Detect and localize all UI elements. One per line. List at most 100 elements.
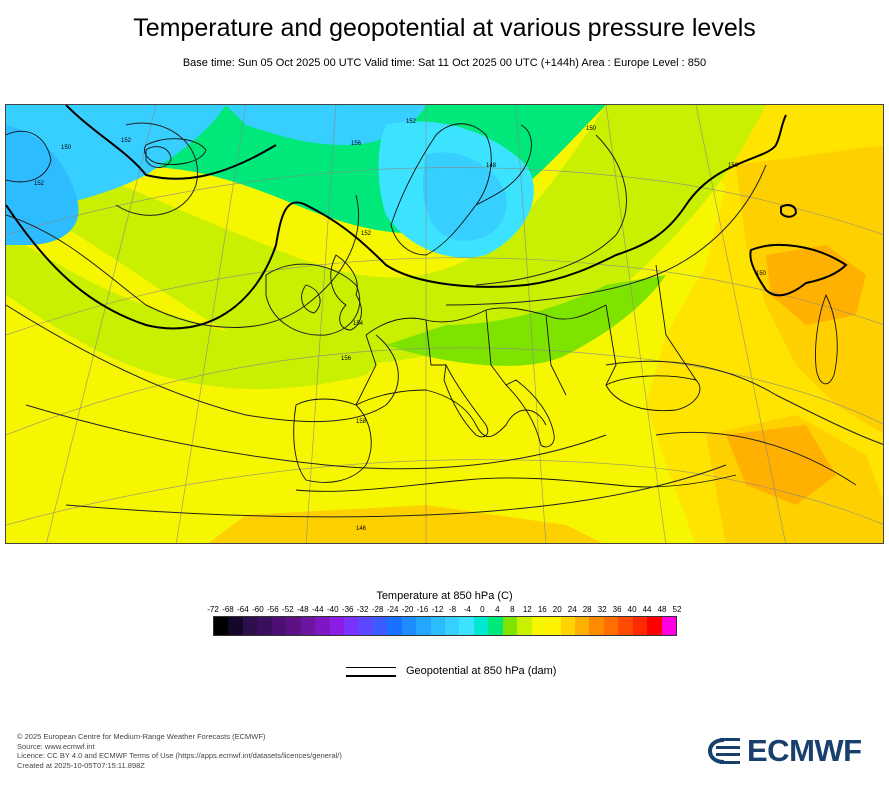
contour-label: 150	[586, 126, 597, 132]
colorbar-tick-label: -56	[267, 605, 279, 614]
footer-copyright: © 2025 European Centre for Medium-Range …	[17, 732, 266, 741]
colorbar-tick-label: -4	[463, 605, 471, 614]
colorbar-tick-label: 32	[597, 605, 607, 614]
legend-title: Temperature at 850 hPa (C)	[376, 590, 513, 602]
contour-label: 150	[728, 163, 739, 169]
colorbar-tick-label: -12	[431, 605, 444, 614]
colorbar-swatch	[488, 617, 503, 635]
colorbar-tick-label: 8	[510, 605, 515, 614]
colorbar-swatch	[228, 617, 243, 635]
colorbar-swatch	[502, 617, 518, 635]
colorbar-tick-label: 44	[642, 605, 652, 614]
colorbar-swatch	[560, 617, 575, 635]
colorbar-swatch	[517, 617, 532, 635]
colorbar-tick-label: -64	[237, 605, 249, 614]
colorbar-tick-label: 28	[582, 605, 592, 614]
colorbar-swatch	[329, 617, 344, 635]
colorbar-swatch	[459, 617, 474, 635]
field-green-europe	[386, 275, 666, 366]
colorbar-tick-label: -72	[207, 605, 219, 614]
colorbar-tick-label: -8	[448, 605, 457, 614]
colorbar-swatch	[286, 617, 301, 635]
colorbar-swatch	[618, 617, 633, 635]
contour-label: 148	[486, 163, 497, 169]
legend-colorbar	[213, 616, 677, 636]
temperature-map: 152 150 152 156 152 150 152 150 154 156 …	[6, 105, 883, 543]
ecmwf-logo-text: ECMWF	[747, 733, 862, 768]
contour-label: 152	[34, 181, 45, 187]
field-scandinavia-blue	[422, 152, 507, 241]
footer-licence: Licence: CC BY 4.0 and ECMWF Terms of Us…	[17, 751, 342, 760]
footer-source: Source: www.ecmwf.int	[17, 741, 95, 751]
colorbar-tick-label: -16	[416, 605, 429, 614]
colorbar-swatch	[430, 617, 445, 635]
colorbar-swatch	[242, 617, 258, 635]
colorbar-tick-label: -28	[371, 605, 384, 614]
colorbar-swatch	[387, 617, 402, 635]
geopotential-isoline-bold	[6, 105, 848, 330]
field-atlantic-band	[6, 235, 386, 390]
colorbar-tick-label: 16	[537, 605, 547, 614]
colorbar-swatch	[647, 617, 662, 635]
geopotential-line-thick	[346, 675, 396, 677]
contour-labels: 152 150 152 156 152 150 152 150 154 156 …	[34, 119, 767, 532]
field-cold-cyan-north	[226, 105, 426, 145]
contour-label: 150	[756, 271, 767, 277]
footer-created: Created at 2025-10-05T07:15:11.898Z	[17, 760, 145, 770]
colorbar-swatch	[632, 617, 648, 635]
colorbar-tick-label: -52	[282, 605, 294, 614]
contour-label: 146	[356, 526, 367, 532]
footer: © 2025 European Centre for Medium-Range …	[17, 732, 342, 770]
colorbar-tick-label: -32	[356, 605, 369, 614]
geopotential-isolines	[6, 122, 883, 518]
contour-label: 152	[406, 119, 417, 125]
colorbar-swatch	[445, 617, 460, 635]
contour-label: 152	[361, 231, 372, 237]
colorbar-tick-label: 36	[612, 605, 622, 614]
colorbar-swatch	[531, 617, 547, 635]
contour-label: 158	[356, 419, 367, 425]
colorbar-tick-label: -60	[252, 605, 264, 614]
map-panel[interactable]: 152 150 152 156 152 150 152 150 154 156 …	[5, 104, 884, 544]
field-warm-core-2	[726, 425, 836, 505]
colorbar-swatch	[473, 617, 489, 635]
colorbar-swatch	[372, 617, 388, 635]
colorbar-swatch	[661, 617, 676, 635]
colorbar-tick-label: -48	[297, 605, 309, 614]
geopotential-line-thin	[346, 667, 396, 668]
colorbar-swatch	[300, 617, 316, 635]
chart-title: Temperature and geopotential at various …	[133, 14, 756, 42]
geopotential-legend: Geopotential at 850 hPa (dam)	[346, 664, 646, 684]
contour-label: 154	[353, 321, 364, 327]
colorbar-swatch	[343, 617, 359, 635]
colorbar-swatch	[603, 617, 619, 635]
colorbar-tick-label: -40	[326, 605, 339, 614]
colorbar-tick-label: -20	[401, 605, 414, 614]
colorbar-swatch	[546, 617, 561, 635]
contour-label: 156	[351, 141, 362, 147]
coastlines	[6, 123, 838, 492]
colorbar-tick-label: -44	[311, 605, 324, 614]
colorbar-swatch	[271, 617, 287, 635]
colorbar-swatch	[589, 617, 604, 635]
ecmwf-logo[interactable]: ECMWF	[706, 733, 876, 768]
contour-label: 152	[121, 138, 132, 144]
field-warm-core-1	[766, 245, 866, 325]
colorbar-tick-label: 40	[627, 605, 637, 614]
legend-ticks: -72 -68 -64 -60 -56 -52 -48 -44 -40 -36 -32 -28 -24-…	[206, 605, 686, 615]
colorbar-tick-label: 4	[495, 605, 500, 614]
colorbar-swatch	[358, 617, 373, 635]
colorbar-swatch	[401, 617, 417, 635]
colorbar-tick-label: -36	[341, 605, 354, 614]
chart-subtitle: Base time: Sun 05 Oct 2025 00 UTC Valid …	[182, 57, 707, 69]
colorbar-tick-label: 12	[522, 605, 532, 614]
contour-label: 156	[341, 356, 352, 362]
field-cold-blue-west	[6, 125, 79, 245]
colorbar-swatch	[214, 617, 229, 635]
colorbar-swatch	[574, 617, 590, 635]
colorbar-tick-label: -68	[222, 605, 234, 614]
colorbar-tick-label: 48	[657, 605, 667, 614]
ecmwf-logo-icon	[708, 738, 740, 764]
colorbar-swatch	[416, 617, 431, 635]
colorbar-swatch	[315, 617, 330, 635]
